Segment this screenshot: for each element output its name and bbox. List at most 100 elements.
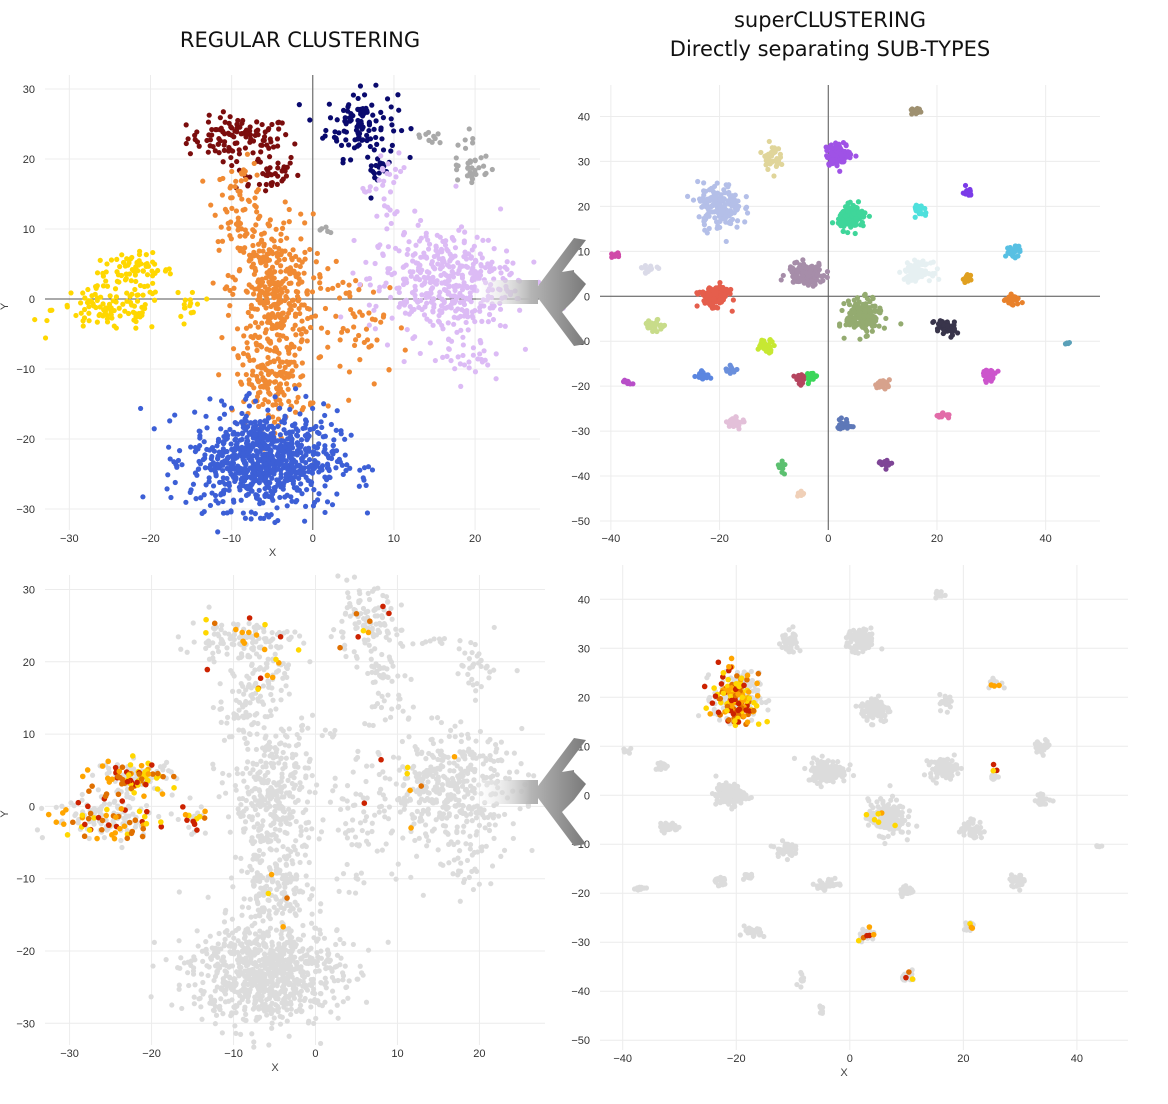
scatter-point [325, 286, 331, 293]
scatter-point-base [387, 656, 393, 663]
scatter-point [846, 220, 853, 227]
scatter-point [441, 286, 448, 293]
y-tick-label: 10 [23, 224, 35, 236]
scatter-point [274, 136, 281, 142]
scatter-point [351, 324, 357, 330]
scatter-point [469, 179, 475, 186]
scatter-point [324, 499, 331, 505]
scatter-point [465, 327, 471, 333]
scatter-point [297, 263, 303, 270]
scatter-point [293, 332, 299, 338]
scatter-point-base [305, 819, 312, 825]
scatter-point-base [261, 725, 267, 731]
scatter-point [190, 481, 197, 487]
scatter-point [365, 154, 371, 160]
scatter-point [369, 102, 375, 108]
scatter-point [477, 304, 483, 311]
scatter-point-base [216, 794, 222, 800]
scatter-point-base [261, 752, 267, 758]
scatter-point-base [283, 755, 289, 761]
scatter-point [472, 318, 478, 325]
scatter-point [365, 464, 372, 470]
scatter-point-base [384, 628, 390, 634]
scatter-point-base [377, 665, 383, 672]
scatter-point [962, 182, 969, 189]
scatter-point [93, 304, 99, 311]
scatter-point [474, 234, 480, 240]
scatter-point [272, 379, 279, 385]
scatter-point [364, 137, 370, 144]
scatter-point [765, 166, 771, 172]
scatter-point [625, 379, 631, 385]
scatter-point [1008, 301, 1015, 307]
scatter-point [458, 327, 464, 333]
scatter-point [463, 256, 469, 262]
scatter-point [246, 446, 252, 453]
scatter-point [80, 290, 86, 296]
y-tick-label: 30 [23, 584, 35, 596]
scatter-point [704, 230, 710, 236]
scatter-point [384, 96, 391, 102]
scatter-point-base [368, 656, 374, 662]
scatter-point [285, 436, 291, 442]
scatter-point-base [283, 683, 289, 689]
scatter-point [821, 273, 827, 279]
scatter-point-base [314, 782, 320, 788]
scatter-point [464, 296, 471, 302]
scatter-point [251, 160, 257, 167]
scatter-point [318, 325, 325, 331]
scatter-point [478, 261, 484, 268]
scatter-point-base [344, 783, 351, 789]
scatter-point [299, 318, 305, 324]
scatter-point [376, 288, 382, 294]
scatter-point [366, 344, 372, 350]
scatter-point [230, 148, 236, 154]
scatter-point [114, 269, 120, 275]
scatter-point [715, 223, 721, 229]
scatter-point [206, 112, 212, 118]
scatter-point [275, 165, 281, 171]
scatter-point [934, 266, 940, 272]
scatter-point [82, 295, 88, 301]
scatter-point [311, 499, 318, 506]
scatter-point [706, 187, 713, 193]
scatter-point [270, 311, 276, 317]
scatter-point [245, 352, 251, 358]
x-tick-label: −40 [602, 533, 621, 545]
scatter-point-base [297, 859, 303, 866]
scatter-point [104, 283, 111, 289]
scatter-point [294, 433, 301, 439]
scatter-point [117, 313, 123, 319]
scatter-point [873, 382, 879, 388]
scatter-point [481, 348, 487, 354]
scatter-point [433, 247, 439, 254]
scatter-point [208, 456, 214, 462]
scatter-point [500, 275, 506, 282]
scatter-point [866, 305, 872, 311]
scatter-point [452, 287, 458, 293]
scatter-point [856, 209, 862, 215]
scatter-point-base [280, 749, 286, 756]
scatter-point [344, 328, 351, 334]
scatter-point [497, 264, 503, 271]
scatter-point [497, 322, 503, 329]
scatter-point [292, 141, 298, 147]
scatter-point [274, 143, 281, 149]
scatter-point-base [287, 811, 293, 817]
scatter-point [209, 126, 215, 133]
scatter-point-base [34, 827, 41, 833]
scatter-point [468, 254, 475, 260]
scatter-point [235, 117, 241, 124]
scatter-point [255, 324, 261, 330]
scatter-point [360, 105, 366, 112]
scatter-point [238, 226, 245, 232]
scatter-point [220, 489, 227, 495]
scatter-point-base [303, 843, 309, 850]
scatter-point [336, 130, 342, 136]
scatter-point-base [266, 791, 272, 797]
scatter-point [872, 303, 878, 309]
scatter-point [476, 165, 482, 171]
scatter-point [265, 361, 271, 367]
scatter-point [711, 296, 717, 302]
